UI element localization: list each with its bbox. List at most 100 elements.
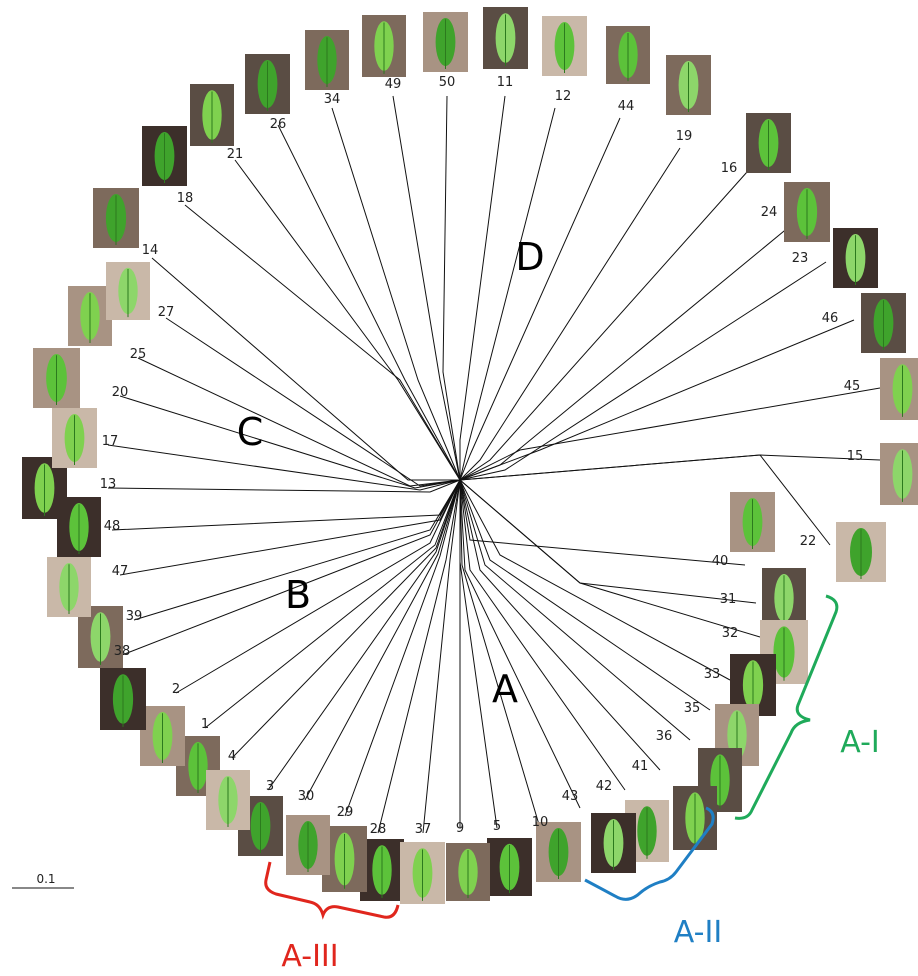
branch-46 — [459, 319, 855, 481]
leaf-photo-11 — [483, 7, 528, 69]
leaf-photo-20 — [33, 348, 80, 408]
taxon-label-1: 1 — [201, 717, 209, 732]
leaf-photo-46 — [861, 293, 906, 353]
branch-33 — [459, 479, 731, 681]
taxon-label-19: 19 — [676, 129, 693, 144]
taxon-label-29: 29 — [337, 805, 354, 820]
leaf-photo-37 — [400, 842, 445, 904]
branch-19 — [459, 147, 681, 481]
leaf-photo-15 — [880, 443, 918, 505]
branch-10 — [459, 479, 541, 829]
branch-31 — [459, 479, 757, 604]
clade-label-c: C — [237, 410, 264, 454]
leaf-photo-23 — [833, 228, 878, 288]
branch-43 — [459, 479, 581, 809]
leaf-photo-38 — [100, 668, 146, 730]
leaf-photo-4 — [206, 770, 250, 830]
branch-23 — [459, 261, 827, 481]
leaf-photo-5 — [487, 838, 532, 896]
branch-45 — [459, 387, 881, 481]
taxon-label-50: 50 — [439, 75, 456, 90]
taxon-label-14: 14 — [142, 243, 159, 258]
branch-28 — [377, 479, 461, 834]
taxon-label-17: 17 — [102, 434, 119, 449]
leaf-photo-41 — [673, 786, 717, 850]
tree-branches — [107, 95, 881, 834]
leaf-photo-18 — [142, 126, 187, 186]
branch-12 — [459, 107, 556, 481]
leaf-photo-48 — [57, 497, 101, 557]
taxon-label-34: 34 — [324, 92, 341, 107]
taxon-label-2: 2 — [172, 682, 180, 697]
branch-26 — [277, 124, 461, 481]
leaf-photo-9 — [446, 843, 490, 901]
taxon-label-3: 3 — [266, 779, 274, 794]
branch-32 — [459, 479, 761, 638]
branch-38 — [121, 479, 461, 656]
taxon-label-18: 18 — [177, 191, 194, 206]
bracket-a-ii — [584, 806, 715, 901]
group-label-a-ii: A-II — [674, 915, 722, 950]
clade-label-a: A — [492, 667, 518, 711]
leaf-photo-17 — [52, 408, 97, 468]
leaf-photo-25 — [68, 286, 112, 346]
taxon-label-41: 41 — [632, 759, 649, 774]
leaf-photo-14 — [93, 188, 139, 248]
taxon-label-42: 42 — [596, 779, 613, 794]
leaf-photo-45 — [880, 358, 918, 420]
taxon-label-20: 20 — [112, 385, 129, 400]
taxon-label-15: 15 — [847, 449, 864, 464]
taxon-label-26: 26 — [270, 117, 287, 132]
taxon-label-32: 32 — [722, 626, 739, 641]
branch-3 — [267, 479, 461, 791]
branch-16 — [459, 171, 748, 481]
branch-2 — [175, 479, 461, 694]
branch-49 — [392, 95, 461, 481]
branch-1 — [204, 479, 461, 729]
branch-44 — [459, 117, 621, 481]
leaf-photo-26 — [245, 54, 290, 114]
leaf-photo-31 — [762, 568, 806, 628]
branch-42 — [459, 479, 626, 791]
branch-22 — [459, 454, 831, 546]
leaf-photo-40 — [730, 492, 775, 552]
leaf-photo-34 — [305, 30, 349, 90]
taxon-label-27: 27 — [158, 305, 175, 320]
taxon-label-23: 23 — [792, 251, 809, 266]
branch-37 — [422, 479, 461, 834]
branch-17 — [107, 444, 461, 491]
branch-29 — [344, 479, 461, 817]
leaf-photo-44 — [606, 26, 650, 84]
taxon-label-47: 47 — [112, 564, 129, 579]
leaf-photo-42 — [625, 800, 669, 862]
taxon-label-13: 13 — [100, 477, 117, 492]
taxon-label-49: 49 — [385, 77, 402, 92]
branch-27 — [165, 317, 461, 487]
taxon-label-45: 45 — [844, 379, 861, 394]
taxon-label-35: 35 — [684, 701, 701, 716]
branch-25 — [137, 357, 461, 487]
taxon-label-30: 30 — [298, 789, 315, 804]
taxon-label-10: 10 — [532, 815, 549, 830]
branch-21 — [234, 159, 461, 481]
leaf-photo-30 — [286, 815, 330, 875]
branch-35 — [459, 479, 711, 711]
taxon-label-9: 9 — [456, 821, 464, 836]
branch-47 — [119, 479, 461, 576]
taxon-label-48: 48 — [104, 519, 121, 534]
taxon-label-43: 43 — [562, 789, 579, 804]
taxon-label-40: 40 — [712, 554, 729, 569]
taxon-label-4: 4 — [228, 749, 236, 764]
leaf-photo-12 — [542, 16, 587, 76]
taxon-label-36: 36 — [656, 729, 673, 744]
taxon-label-44: 44 — [618, 99, 635, 114]
branch-41 — [459, 479, 661, 771]
leaf-photo-21 — [190, 84, 234, 146]
taxon-label-11: 11 — [497, 75, 514, 90]
branch-4 — [231, 479, 461, 759]
taxon-label-37: 37 — [415, 822, 432, 837]
leaf-photo-28 — [360, 839, 404, 901]
leaf-photo-29 — [322, 826, 367, 892]
